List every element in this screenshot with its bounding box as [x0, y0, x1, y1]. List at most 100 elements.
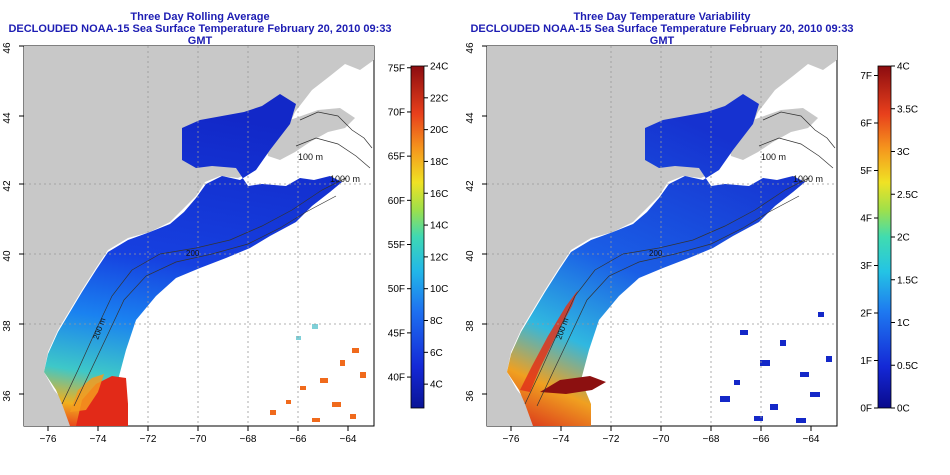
right-colorbar-f-labels: 7F 6F 5F 4F 3F 2F 1F 0F: [860, 71, 878, 415]
right-map-panel: 100 m 1000 m 200 200 m −76 −74 −72 −70 −…: [465, 42, 838, 445]
left-nova-scotia: [265, 108, 355, 160]
right-title-line: Three Day Temperature Variability: [573, 11, 751, 23]
right-map-title: Three Day Temperature Variability DECLOU…: [462, 11, 862, 47]
colorbar-f-label: 2F: [860, 309, 872, 320]
left-colorbar-ramp: [410, 65, 425, 409]
colorbar-c-label: 24C: [430, 62, 448, 73]
left-y-axis: 46 44 42 40 38 36: [2, 42, 13, 402]
right-x-tick: −72: [603, 434, 620, 445]
right-y-tick: 36: [465, 390, 476, 402]
right-y-tick: 46: [465, 42, 476, 54]
left-grid: [24, 46, 374, 426]
left-contour-label-1000m: 1000 m: [330, 174, 360, 184]
colorbar-f-label: 1F: [860, 356, 872, 367]
left-y-tick: 36: [2, 390, 13, 402]
colorbar-c-label: 2.5C: [897, 190, 918, 201]
right-x-tick: −76: [503, 434, 520, 445]
right-y-tick: 40: [465, 250, 476, 262]
left-scatter-pixels: [270, 348, 366, 422]
right-x-tick: −68: [703, 434, 720, 445]
right-grid: [487, 46, 837, 426]
right-axis-ticks: [482, 45, 812, 431]
colorbar-c-label: 0.5C: [897, 361, 918, 372]
left-colorbar-f-labels: 75F 70F 65F 60F 55F 50F 45F 40F: [388, 63, 411, 384]
right-y-tick: 44: [465, 112, 476, 124]
right-y-axis: 46 44 42 40 38 36: [465, 42, 476, 402]
left-y-tick: 38: [2, 320, 13, 332]
colorbar-f-label: 60F: [388, 196, 405, 207]
left-contour-label-100m: 100 m: [298, 152, 323, 162]
colorbar-c-label: 20C: [430, 125, 448, 136]
colorbar-c-label: 18C: [430, 157, 448, 168]
left-title-line: Three Day Rolling Average: [130, 11, 270, 23]
colorbar-c-label: 4C: [897, 62, 910, 73]
left-x-axis: −76 −74 −72 −70 −68 −66 −64: [40, 434, 357, 445]
colorbar-c-label: 8C: [430, 316, 443, 327]
colorbar-f-label: 50F: [388, 284, 405, 295]
colorbar-f-label: 55F: [388, 240, 405, 251]
right-contour-label-200: 200: [649, 249, 663, 258]
left-x-tick: −72: [140, 434, 157, 445]
left-warm-core: [76, 376, 128, 426]
colorbar-f-label: 7F: [860, 71, 872, 82]
left-x-tick: −68: [240, 434, 257, 445]
left-land-mass: [24, 46, 374, 426]
right-x-tick: −70: [653, 434, 670, 445]
colorbar-f-label: 5F: [860, 166, 872, 177]
right-scatter-pixels: [720, 312, 832, 423]
left-bathymetry-contours: [61, 111, 373, 407]
right-bathymetry-contours: [524, 111, 836, 407]
left-x-tick: −76: [40, 434, 57, 445]
left-map-panel: 100 m 1000 m 200 200 m −76 −74 −72 −70 −…: [2, 42, 375, 445]
right-variability-field: [507, 94, 805, 426]
colorbar-f-label: 40F: [388, 373, 405, 384]
colorbar-f-label: 3F: [860, 261, 872, 272]
left-sst-field: [44, 94, 342, 426]
colorbar-c-label: 2C: [897, 233, 910, 244]
colorbar-c-label: 4C: [430, 380, 443, 391]
right-x-axis: −76 −74 −72 −70 −68 −66 −64: [503, 434, 820, 445]
colorbar-c-label: 12C: [430, 252, 448, 263]
right-land-mass: [487, 46, 837, 426]
left-contour-label-200: 200: [186, 249, 200, 258]
colorbar-c-label: 22C: [430, 93, 448, 104]
colorbar-c-label: 10C: [430, 284, 448, 295]
colorbar-c-label: 3.5C: [897, 104, 918, 115]
left-warm-edge: [70, 374, 104, 412]
left-axis-ticks: [19, 45, 349, 431]
left-y-tick: 46: [2, 42, 13, 54]
right-contour-label-100m: 100 m: [761, 152, 786, 162]
right-y-tick: 38: [465, 320, 476, 332]
right-contour-label-1000m: 1000 m: [793, 174, 823, 184]
left-x-tick: −74: [90, 434, 107, 445]
right-high-variability-core: [540, 376, 606, 394]
colorbar-f-label: 4F: [860, 214, 872, 225]
left-y-tick: 40: [2, 250, 13, 262]
left-x-tick: −70: [190, 434, 207, 445]
colorbar-c-label: 3C: [897, 147, 910, 158]
left-scatter-cool: [296, 324, 318, 340]
left-map-title: Three Day Rolling Average DECLOUDED NOAA…: [0, 11, 400, 47]
right-colorbar-c-labels: 4C 3.5C 3C 2.5C 2C 1.5C 1C 0.5C 0C: [891, 62, 918, 415]
left-x-tick: −66: [290, 434, 307, 445]
left-subtitle-line: DECLOUDED NOAA-15 Sea Surface Temperatur…: [8, 23, 392, 47]
right-x-tick: −64: [803, 434, 820, 445]
colorbar-c-label: 6C: [430, 348, 443, 359]
right-x-tick: −66: [753, 434, 770, 445]
left-x-tick: −64: [340, 434, 357, 445]
right-nova-scotia: [728, 108, 818, 160]
right-colorbar-ramp: [877, 65, 892, 409]
colorbar-c-label: 14C: [430, 221, 448, 232]
colorbar-f-label: 65F: [388, 152, 405, 163]
right-subtitle-line: DECLOUDED NOAA-15 Sea Surface Temperatur…: [470, 23, 854, 47]
colorbar-c-label: 0C: [897, 404, 910, 415]
colorbar-f-label: 0F: [860, 404, 872, 415]
right-high-variability-band: [520, 290, 578, 392]
right-colorbar: 7F 6F 5F 4F 3F 2F 1F 0F 4C 3.5C 3C 2.5C 2C 1.5C 1C 0.5…: [860, 62, 918, 415]
colorbar-f-label: 45F: [388, 328, 405, 339]
left-y-tick: 42: [2, 180, 13, 192]
left-y-tick: 44: [2, 112, 13, 124]
colorbar-f-label: 75F: [388, 63, 405, 74]
left-colorbar-c-labels: 24C 22C 20C 18C 16C 14C 12C 10C 8C 6C 4C: [424, 62, 448, 391]
right-x-tick: −74: [553, 434, 570, 445]
